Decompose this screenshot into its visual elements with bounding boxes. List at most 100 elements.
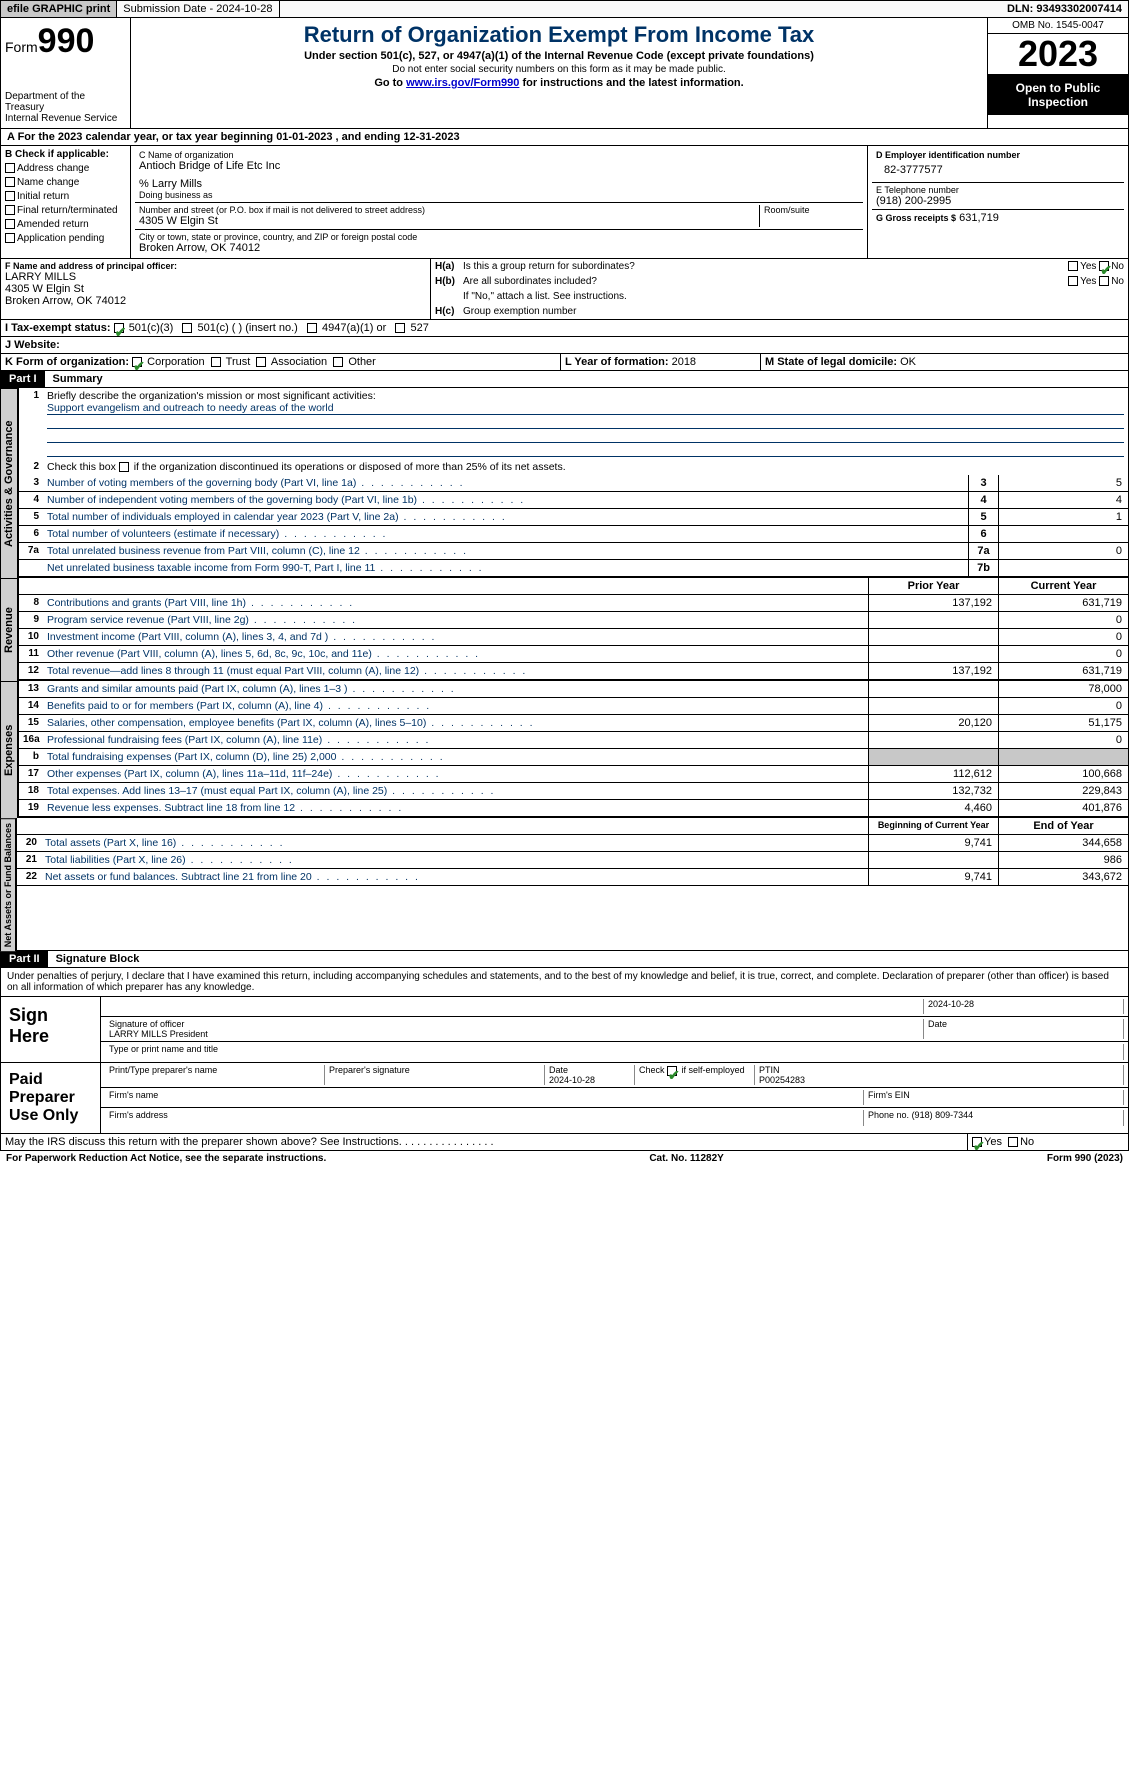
summary-row: 16aProfessional fundraising fees (Part I… bbox=[19, 732, 1128, 749]
cb-trust[interactable] bbox=[211, 357, 221, 367]
summary-row: 15Salaries, other compensation, employee… bbox=[19, 715, 1128, 732]
col-prior-year: Prior Year bbox=[868, 578, 998, 594]
state-domicile: OK bbox=[900, 356, 916, 368]
officer-city: Broken Arrow, OK 74012 bbox=[5, 295, 426, 307]
cb-self-employed[interactable]: ✔ bbox=[667, 1066, 677, 1076]
klm-row: K Form of organization: ✔ Corporation Tr… bbox=[0, 354, 1129, 371]
summary-row: 12Total revenue—add lines 8 through 11 (… bbox=[19, 663, 1128, 680]
cb-501c3[interactable]: ✔ bbox=[114, 323, 124, 333]
vtab-net-assets: Net Assets or Fund Balances bbox=[0, 818, 16, 951]
part1-header: Part I Summary bbox=[0, 371, 1129, 388]
part2-label: Part II bbox=[1, 951, 48, 967]
box-j-label: J Website: bbox=[1, 337, 561, 353]
prep-date-label: Date bbox=[549, 1065, 568, 1075]
self-emp-label: if self-employed bbox=[682, 1065, 745, 1075]
summary-row: 19Revenue less expenses. Subtract line 1… bbox=[19, 800, 1128, 817]
sign-date-label: Date bbox=[924, 1019, 1124, 1039]
prep-sig-label: Preparer's signature bbox=[325, 1065, 545, 1085]
part1-label: Part I bbox=[1, 371, 45, 387]
cb-discuss-no[interactable] bbox=[1008, 1137, 1018, 1147]
cb-other[interactable] bbox=[333, 357, 343, 367]
summary-row: 17Other expenses (Part IX, column (A), l… bbox=[19, 766, 1128, 783]
gross-value: 631,719 bbox=[959, 212, 999, 224]
col-current-year: Current Year bbox=[998, 578, 1128, 594]
box-b: B Check if applicable: Address change Na… bbox=[1, 146, 131, 258]
cb-assoc[interactable] bbox=[256, 357, 266, 367]
cb-501c[interactable] bbox=[182, 323, 192, 333]
street-label: Number and street (or P.O. box if mail i… bbox=[139, 205, 759, 215]
summary-row: 20Total assets (Part X, line 16)9,741344… bbox=[17, 835, 1128, 852]
org-name: Antioch Bridge of Life Etc Inc bbox=[139, 160, 859, 172]
ha-no[interactable]: ✔ bbox=[1099, 261, 1109, 271]
efile-label[interactable]: efile GRAPHIC print bbox=[1, 1, 117, 17]
firm-ein-label: Firm's EIN bbox=[864, 1090, 1124, 1105]
cb-initial-return[interactable]: Initial return bbox=[5, 190, 126, 204]
room-label: Room/suite bbox=[764, 205, 855, 215]
cb-address-change[interactable]: Address change bbox=[5, 162, 126, 176]
form-label: Form990 bbox=[5, 22, 126, 61]
right-col-dg: D Employer identification number 82-3777… bbox=[868, 146, 1128, 258]
h-note: If "No," attach a list. See instructions… bbox=[431, 289, 1128, 304]
dba-label: Doing business as bbox=[139, 190, 859, 200]
summary-row: 14Benefits paid to or for members (Part … bbox=[19, 698, 1128, 715]
cb-name-change[interactable]: Name change bbox=[5, 176, 126, 190]
officer-sig-name: LARRY MILLS President bbox=[109, 1029, 208, 1039]
cb-discuss-yes[interactable]: ✔ bbox=[972, 1137, 982, 1147]
dln-label: DLN: 93493302007414 bbox=[1001, 1, 1128, 17]
cb-app-pending[interactable]: Application pending bbox=[5, 232, 126, 246]
box-l-label: L Year of formation: bbox=[565, 356, 669, 368]
city: Broken Arrow, OK 74012 bbox=[139, 242, 859, 254]
summary-row: 10Investment income (Part VIII, column (… bbox=[19, 629, 1128, 646]
form-header: Form990 Department of the Treasury Inter… bbox=[0, 18, 1129, 129]
cb-527[interactable] bbox=[395, 323, 405, 333]
website-row: J Website: bbox=[0, 337, 1129, 354]
ha-yes[interactable] bbox=[1068, 261, 1078, 271]
footer-mid: Cat. No. 11282Y bbox=[649, 1153, 723, 1164]
year-formation: 2018 bbox=[672, 356, 696, 368]
declaration-text: Under penalties of perjury, I declare th… bbox=[0, 968, 1129, 997]
cb-final-return[interactable]: Final return/terminated bbox=[5, 204, 126, 218]
city-label: City or town, state or province, country… bbox=[139, 232, 859, 242]
summary-gov-row: Net unrelated business taxable income fr… bbox=[19, 560, 1128, 577]
cb-amended[interactable]: Amended return bbox=[5, 218, 126, 232]
part2-title: Signature Block bbox=[48, 951, 148, 967]
cb-discontinued[interactable] bbox=[119, 462, 129, 472]
hb-yes[interactable] bbox=[1068, 276, 1078, 286]
ein-label: D Employer identification number bbox=[876, 150, 1120, 160]
cb-corp[interactable]: ✔ bbox=[132, 357, 142, 367]
form-goto: Go to www.irs.gov/Form990 for instructio… bbox=[135, 77, 983, 89]
ein-value: 82-3777577 bbox=[876, 160, 1120, 180]
footer-left: For Paperwork Reduction Act Notice, see … bbox=[6, 1153, 326, 1164]
page-footer: For Paperwork Reduction Act Notice, see … bbox=[0, 1151, 1129, 1166]
sign-here-block: Sign Here 2024-10-28 Signature of office… bbox=[0, 997, 1129, 1063]
box-b-label: B Check if applicable: bbox=[5, 148, 126, 162]
dept-label: Department of the Treasury bbox=[5, 91, 126, 113]
ptin-label: PTIN bbox=[759, 1065, 780, 1075]
summary-row: 8Contributions and grants (Part VIII, li… bbox=[19, 595, 1128, 612]
irs-link[interactable]: www.irs.gov/Form990 bbox=[406, 77, 519, 89]
sign-here-label: Sign Here bbox=[1, 997, 101, 1062]
summary-row: 18Total expenses. Add lines 13–17 (must … bbox=[19, 783, 1128, 800]
hb-no[interactable] bbox=[1099, 276, 1109, 286]
prep-phone-label: Phone no. bbox=[868, 1110, 909, 1120]
box-f-label: F Name and address of principal officer: bbox=[5, 261, 426, 271]
summary-gov-row: 6Total number of volunteers (estimate if… bbox=[19, 526, 1128, 543]
line2-text: Check this box if the organization disco… bbox=[47, 461, 566, 473]
summary-gov-row: 4Number of independent voting members of… bbox=[19, 492, 1128, 509]
org-name-label: C Name of organization bbox=[139, 150, 859, 160]
vtab-revenue: Revenue bbox=[0, 578, 18, 681]
irs-label: Internal Revenue Service bbox=[5, 113, 126, 124]
summary-gov-row: 5Total number of individuals employed in… bbox=[19, 509, 1128, 526]
summary-row: 11Other revenue (Part VIII, column (A), … bbox=[19, 646, 1128, 663]
mission-blank-lines bbox=[47, 415, 1124, 457]
summary-gov-row: 3Number of voting members of the governi… bbox=[19, 475, 1128, 492]
summary-row: 13Grants and similar amounts paid (Part … bbox=[19, 681, 1128, 698]
prep-name-label: Print/Type preparer's name bbox=[105, 1065, 325, 1085]
box-i-label: I Tax-exempt status: bbox=[5, 322, 111, 334]
f-h-block: F Name and address of principal officer:… bbox=[0, 259, 1129, 320]
vtab-governance: Activities & Governance bbox=[0, 388, 18, 578]
cb-4947[interactable] bbox=[307, 323, 317, 333]
col-end-year: End of Year bbox=[998, 818, 1128, 834]
org-info-block: B Check if applicable: Address change Na… bbox=[0, 146, 1129, 259]
open-inspection: Open to Public Inspection bbox=[988, 75, 1128, 115]
